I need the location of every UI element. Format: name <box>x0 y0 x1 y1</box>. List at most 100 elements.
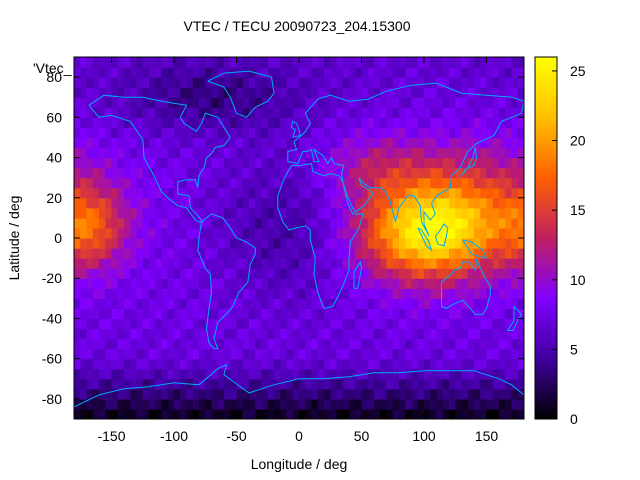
heatmap-cell <box>317 378 325 390</box>
heatmap-cell <box>186 298 194 309</box>
heatmap-cell <box>486 217 494 229</box>
heatmap-cell <box>349 248 356 259</box>
heatmap-cell <box>449 227 456 239</box>
heatmap-cell <box>492 207 500 219</box>
heatmap-cell <box>186 288 194 299</box>
heatmap-cell <box>424 288 431 299</box>
heatmap-cell <box>292 298 300 309</box>
heatmap-cell <box>267 308 275 320</box>
heatmap-cell <box>142 97 150 108</box>
heatmap-cell <box>161 248 169 259</box>
heatmap-cell <box>442 388 450 400</box>
heatmap-cell <box>430 77 438 88</box>
heatmap-cell <box>317 288 325 299</box>
heatmap-cell <box>230 77 238 88</box>
heatmap-cell <box>386 368 394 380</box>
heatmap-cell <box>99 227 106 239</box>
heatmap-cell <box>186 87 194 98</box>
heatmap-cell <box>211 67 219 78</box>
heatmap-cell <box>474 227 481 239</box>
heatmap-cell <box>224 157 231 169</box>
heatmap-cell <box>436 67 444 78</box>
heatmap-cell <box>124 318 131 330</box>
heatmap-cell <box>161 97 169 108</box>
heatmap-cell <box>92 177 100 189</box>
heatmap-cell <box>386 258 394 269</box>
heatmap-cell <box>80 197 88 209</box>
x-tick-label: 50 <box>354 428 370 444</box>
heatmap-cell <box>186 408 194 419</box>
heatmap-cell <box>349 217 356 229</box>
heatmap-cell <box>99 358 106 370</box>
heatmap-cell <box>261 368 269 380</box>
heatmap-cell <box>236 187 244 199</box>
heatmap-cell <box>380 197 388 209</box>
heatmap-cell <box>355 167 363 179</box>
heatmap-cell <box>80 167 88 179</box>
heatmap-cell <box>436 167 444 179</box>
heatmap-cell <box>380 77 388 88</box>
heatmap-cell <box>211 217 219 229</box>
heatmap-cell <box>86 157 94 169</box>
heatmap-cell <box>286 217 294 229</box>
heatmap-cell <box>117 167 125 179</box>
heatmap-cell <box>442 67 450 78</box>
heatmap-cell <box>480 187 488 199</box>
heatmap-cell <box>199 117 206 128</box>
heatmap-cell <box>380 177 388 189</box>
heatmap-cell <box>505 358 513 370</box>
heatmap-cell <box>180 408 188 419</box>
heatmap-cell <box>374 217 381 229</box>
heatmap-cell <box>505 147 513 159</box>
heatmap-cell <box>511 197 519 209</box>
heatmap-cell <box>336 67 344 78</box>
heatmap-cell <box>405 227 413 239</box>
heatmap-cell <box>305 197 313 209</box>
heatmap-cell <box>267 67 275 78</box>
heatmap-cell <box>330 378 338 390</box>
heatmap-cell <box>236 388 244 400</box>
heatmap-cell <box>424 67 431 78</box>
heatmap-cell <box>136 117 144 128</box>
heatmap-cell <box>174 298 181 309</box>
heatmap-cell <box>405 308 413 320</box>
heatmap-cell <box>317 87 325 98</box>
heatmap-cell <box>236 358 244 370</box>
heatmap-cell <box>230 207 238 219</box>
heatmap-cell <box>505 398 513 410</box>
heatmap-cell <box>467 368 475 380</box>
heatmap-cell <box>405 348 413 360</box>
heatmap-cell <box>261 177 269 189</box>
heatmap-cell <box>367 388 375 400</box>
heatmap-cell <box>86 127 94 139</box>
heatmap-cell <box>317 177 325 189</box>
heatmap-cell <box>361 167 369 179</box>
heatmap-cell <box>386 238 394 249</box>
heatmap-cell <box>399 117 406 128</box>
heatmap-cell <box>392 238 400 249</box>
heatmap-cell <box>280 117 288 128</box>
heatmap-cell <box>280 308 288 320</box>
heatmap-cell <box>249 328 256 340</box>
heatmap-cell <box>217 248 225 259</box>
heatmap-cell <box>355 238 363 249</box>
heatmap-cell <box>317 258 325 269</box>
heatmap-cell <box>236 177 244 189</box>
heatmap-cell <box>86 147 94 159</box>
heatmap-cell <box>367 308 375 320</box>
heatmap-cell <box>430 298 438 309</box>
heatmap-cell <box>261 298 269 309</box>
heatmap-cell <box>211 207 219 219</box>
heatmap-cell <box>255 298 263 309</box>
heatmap-cell <box>267 107 275 118</box>
heatmap-cell <box>211 358 219 370</box>
heatmap-cell <box>130 137 138 149</box>
heatmap-cell <box>105 87 113 98</box>
heatmap-cell <box>161 67 169 78</box>
heatmap-cell <box>424 107 431 118</box>
heatmap-cell <box>186 137 194 149</box>
heatmap-cell <box>292 97 300 108</box>
heatmap-cell <box>267 298 275 309</box>
heatmap-cell <box>474 87 481 98</box>
heatmap-cell <box>149 97 156 108</box>
